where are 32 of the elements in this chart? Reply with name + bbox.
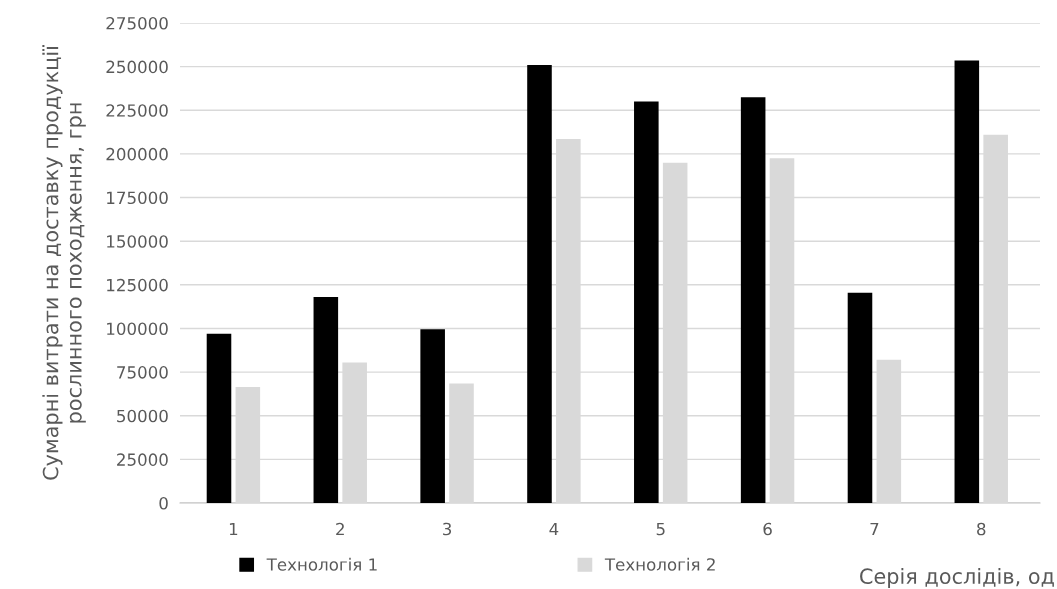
bar (420, 329, 445, 503)
x-tick-label: 3 (443, 522, 452, 536)
bar (527, 64, 552, 503)
legend-label: Технологія 1 (266, 557, 377, 571)
y-tick-label: 50000 (117, 409, 168, 423)
x-tick-label: 2 (336, 522, 344, 536)
x-axis-title: Серія дослідів, од (860, 567, 1054, 589)
bar (740, 97, 766, 503)
y-tick-label: 75000 (117, 366, 168, 379)
x-tick-label: 6 (763, 522, 772, 536)
y-axis-title: Сумарні витрати на доставку продукції рослинного походження, грн (42, 44, 86, 480)
bar (634, 101, 659, 503)
legend-label: Технологія 2 (604, 557, 715, 571)
y-tick-label: 0 (159, 496, 168, 510)
y-tick-label: 100000 (107, 322, 168, 336)
x-tick-label: 4 (549, 522, 559, 536)
y-tick-label: 125000 (107, 278, 168, 292)
bar (313, 297, 339, 503)
x-tick-label: 5 (656, 522, 665, 536)
bar (847, 292, 873, 503)
y-tick-label: 175000 (107, 191, 168, 205)
x-tick-label: 8 (977, 522, 986, 536)
bar (954, 60, 980, 503)
x-tick-label: 1 (229, 522, 238, 536)
bar (206, 333, 232, 503)
y-tick-label: 250000 (106, 60, 168, 74)
y-tick-label: 25000 (117, 453, 168, 466)
y-tick-label: 225000 (106, 104, 168, 117)
x-tick-label: 7 (870, 522, 879, 536)
y-tick-label: 200000 (106, 147, 168, 161)
y-tick-label: 275000 (106, 16, 168, 30)
y-tick-label: 150000 (107, 235, 168, 248)
